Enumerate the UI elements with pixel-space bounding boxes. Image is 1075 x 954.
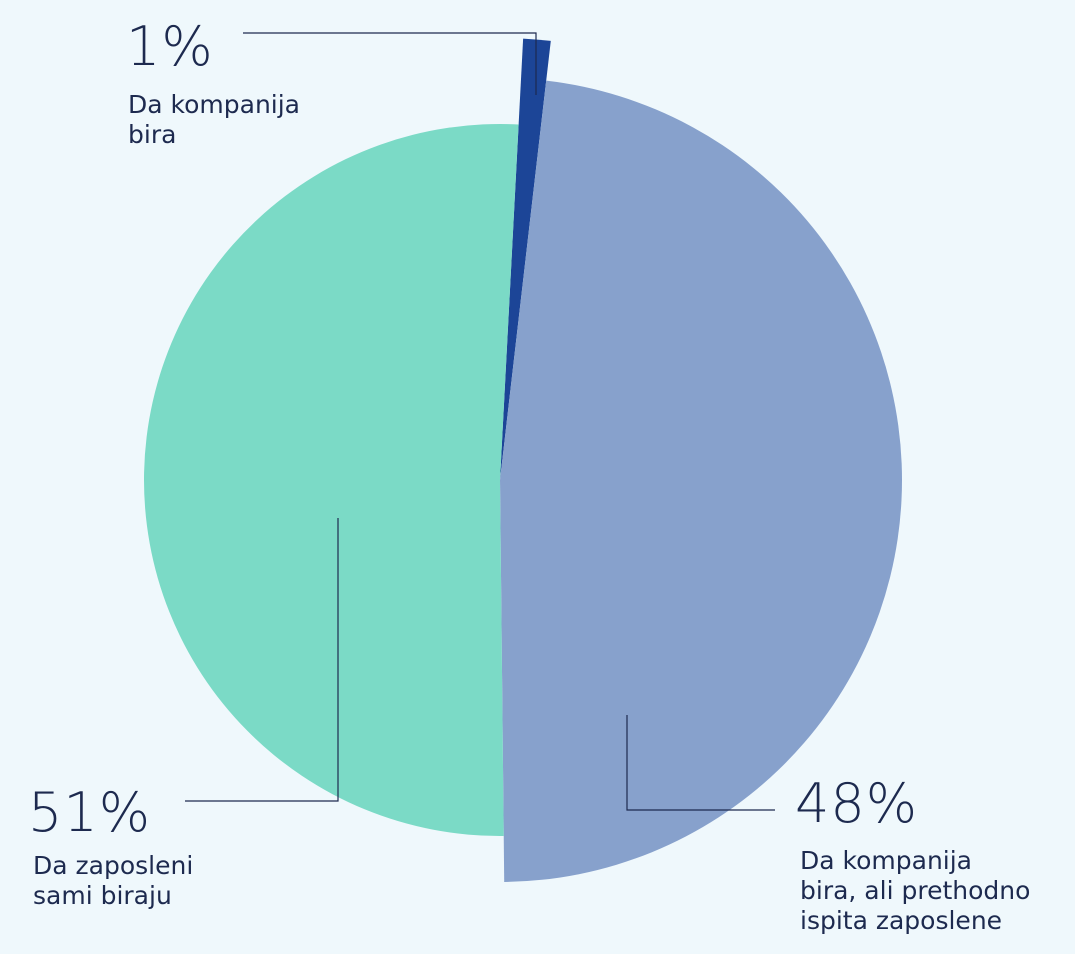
pie-slice <box>500 80 902 882</box>
pie-slice <box>143 123 519 836</box>
leader-line <box>243 32 537 95</box>
value-label: 1% <box>126 15 214 78</box>
pie-slice <box>500 38 551 481</box>
value-label: 48% <box>795 772 919 835</box>
slice-label: Da zaposleni sami biraju <box>33 851 194 910</box>
leader-line <box>185 518 339 802</box>
slices <box>143 38 902 882</box>
slice-label: Da kompanija bira <box>128 90 300 149</box>
leader-line <box>626 715 775 811</box>
slice-label: Da kompanija bira, ali prethodno ispita … <box>800 846 1031 935</box>
value-label: 51% <box>28 781 152 844</box>
